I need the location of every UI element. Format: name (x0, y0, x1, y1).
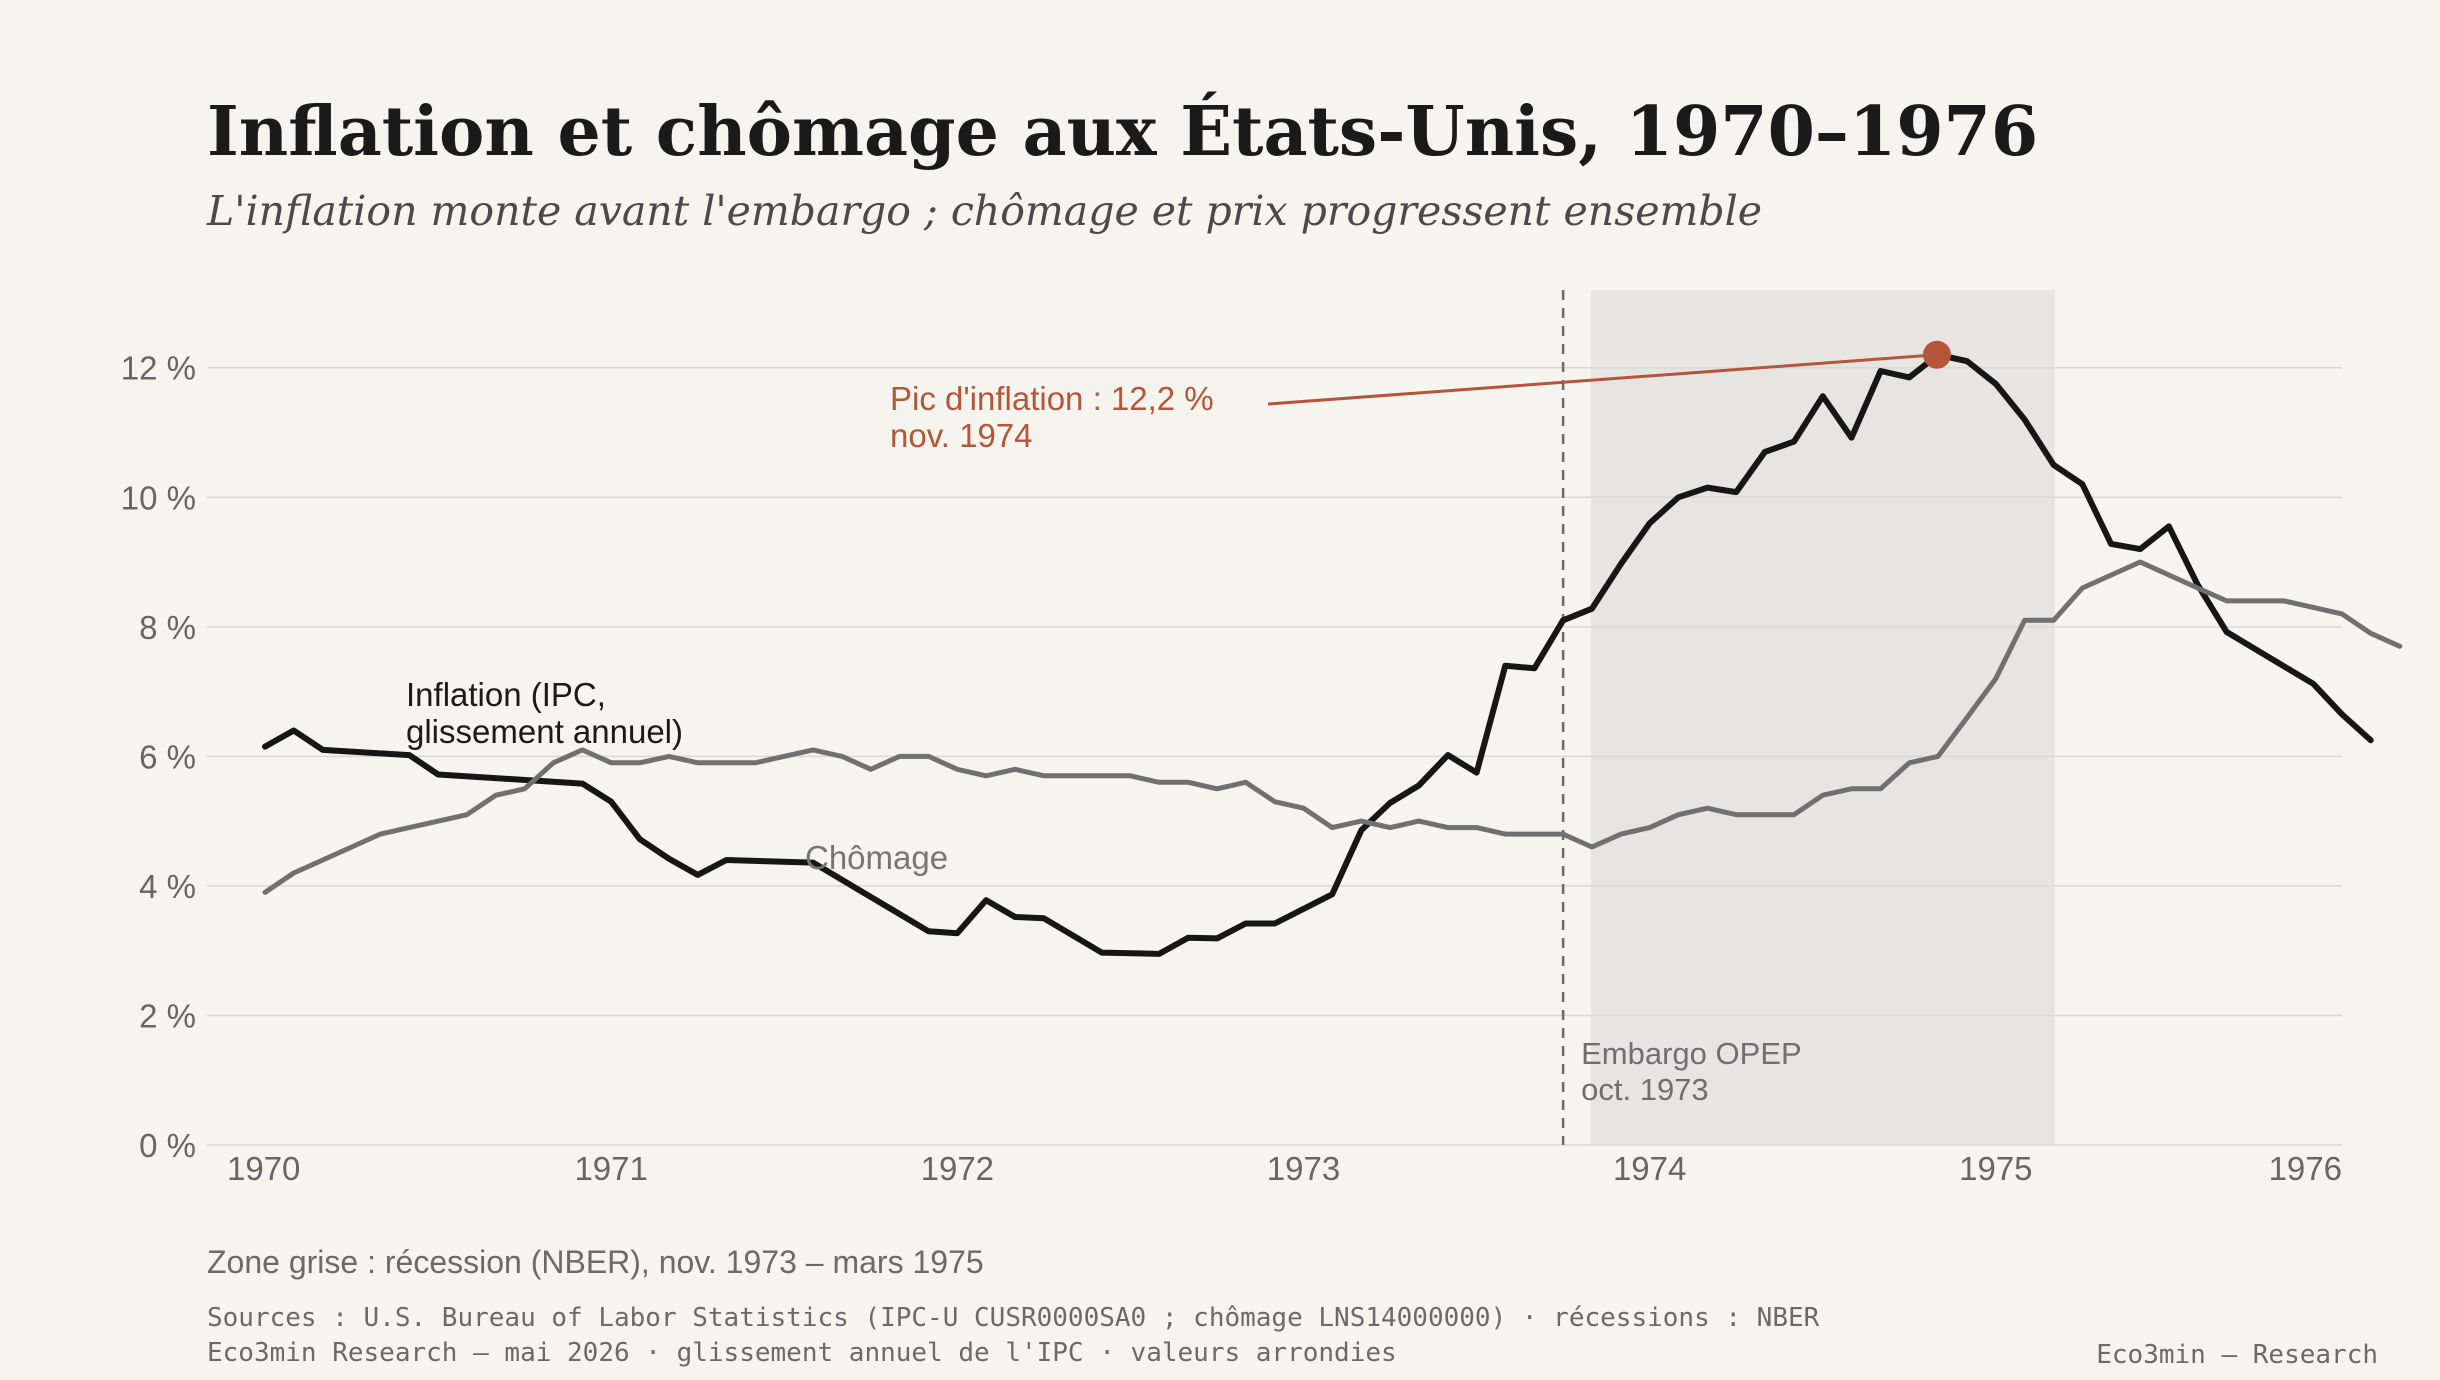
y-tick-label: 10 % (121, 479, 196, 516)
y-tick-label: 0 % (139, 1127, 196, 1164)
embargo-marker: Embargo OPEP oct. 1973 (1561, 290, 1802, 1145)
x-tick-label: 1973 (1267, 1150, 1340, 1187)
peak-marker (1922, 340, 1951, 369)
embargo-label: Embargo OPEP oct. 1973 (1581, 1036, 1802, 1107)
x-tick-label: 1972 (921, 1150, 994, 1187)
sources-line: Sources : U.S. Bureau of Labor Statistic… (207, 1303, 1820, 1333)
inflation-series-label-line: Inflation (IPC, (406, 676, 606, 713)
embargo-label-line: oct. 1973 (1581, 1072, 1709, 1107)
x-tick-labels: 1970 1971 1972 1973 1974 1975 1976 (227, 1150, 2342, 1187)
x-tick-label: 1970 (227, 1150, 300, 1187)
x-tick-label: 1976 (2269, 1150, 2342, 1187)
recession-note: Zone grise : récession (NBER), nov. 1973… (207, 1244, 984, 1280)
credit-line: Eco3min Research — mai 2026 · glissement… (207, 1338, 1397, 1368)
gridlines (207, 366, 2342, 1146)
inflation-series-label-line: glissement annuel) (406, 713, 683, 750)
y-tick-label: 4 % (139, 868, 196, 905)
x-tick-label: 1971 (574, 1150, 647, 1187)
x-tick-label: 1975 (1959, 1150, 2032, 1187)
annotations: Inflation (IPC, glissement annuel) Chômage… (406, 340, 1951, 876)
y-tick-label: 8 % (139, 609, 196, 646)
inflation-line (262, 351, 2374, 957)
inflation-series-label: Inflation (IPC, glissement annuel) (406, 676, 683, 750)
unemployment-series-label: Chômage (805, 839, 948, 876)
embargo-label-line: Embargo OPEP (1581, 1036, 1802, 1071)
chart-subtitle: L'inflation monte avant l'embargo ; chôm… (207, 187, 1763, 235)
y-tick-label: 6 % (139, 738, 196, 775)
peak-leader-line (1267, 353, 1938, 406)
y-tick-label: 2 % (139, 997, 196, 1034)
y-tick-label: 12 % (121, 350, 196, 387)
series-lines (262, 351, 2403, 957)
peak-label-line: nov. 1974 (890, 417, 1033, 454)
peak-label-line: Pic d'inflation : 12,2 % (890, 380, 1214, 417)
recession-band-group (1590, 290, 2055, 1145)
unemployment-line (262, 559, 2403, 895)
chart-title: Inflation et chômage aux États-Unis, 197… (207, 92, 2039, 172)
peak-label: Pic d'inflation : 12,2 % nov. 1974 (890, 380, 1214, 454)
x-tick-label: 1974 (1613, 1150, 1686, 1187)
recession-band (1590, 290, 2055, 1145)
brand-label: Eco3min — Research (2096, 1340, 2378, 1370)
y-tick-labels: 0 % 2 % 4 % 6 % 8 % 10 % 12 % (121, 350, 196, 1164)
